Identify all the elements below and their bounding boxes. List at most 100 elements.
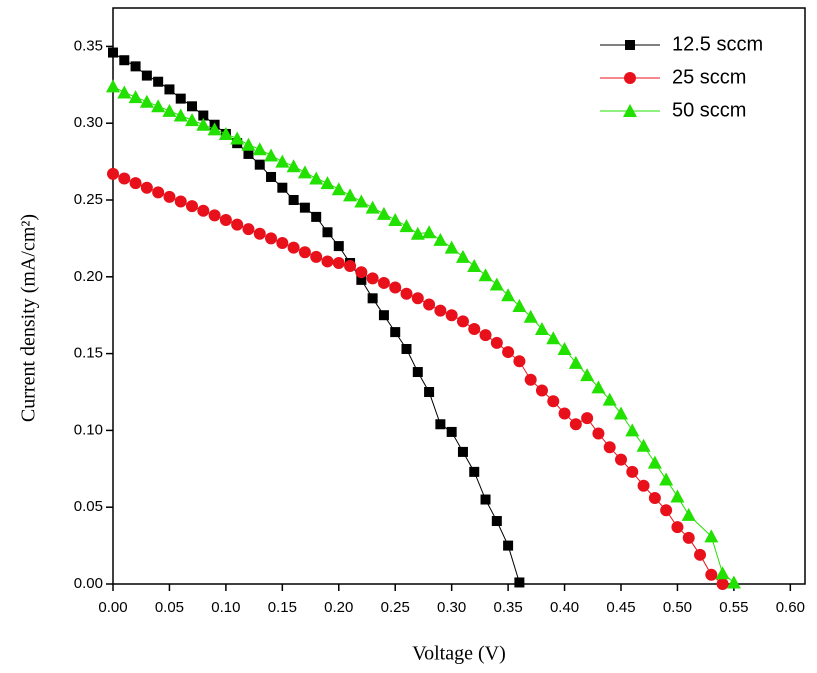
marker	[107, 167, 119, 180]
marker	[446, 426, 457, 437]
marker	[534, 322, 549, 336]
y-tick-label: 0.05	[74, 498, 103, 515]
marker	[231, 218, 244, 231]
x-tick-label: 0.10	[211, 599, 240, 616]
marker	[435, 419, 446, 430]
x-tick-label: 0.30	[437, 599, 466, 616]
marker	[433, 232, 448, 246]
marker	[130, 61, 141, 72]
marker	[152, 186, 165, 199]
marker	[286, 159, 301, 173]
marker	[275, 154, 290, 168]
marker	[558, 407, 571, 420]
y-tick-label: 0.10	[74, 421, 103, 438]
marker	[175, 93, 186, 104]
marker	[265, 232, 278, 245]
marker	[535, 384, 548, 397]
marker	[626, 465, 639, 478]
marker	[128, 90, 143, 104]
marker	[670, 489, 685, 503]
marker	[207, 122, 222, 136]
marker	[467, 259, 482, 273]
marker	[252, 142, 267, 156]
marker	[514, 577, 525, 588]
marker	[186, 200, 199, 213]
marker	[625, 423, 640, 437]
marker	[660, 504, 673, 517]
marker	[411, 292, 424, 305]
marker	[694, 548, 707, 561]
marker	[376, 206, 391, 220]
marker	[513, 355, 526, 368]
marker	[197, 204, 210, 217]
marker	[456, 315, 469, 328]
x-tick-label: 0.45	[606, 599, 635, 616]
marker	[118, 172, 131, 185]
marker	[623, 104, 637, 117]
marker	[704, 529, 719, 543]
marker	[253, 227, 266, 240]
marker	[164, 84, 175, 95]
marker	[503, 540, 514, 551]
marker	[322, 227, 333, 238]
marker	[613, 406, 628, 420]
marker	[264, 148, 279, 162]
marker	[502, 346, 515, 359]
marker	[399, 219, 414, 233]
marker	[288, 195, 299, 205]
marker	[625, 40, 635, 50]
marker	[705, 568, 718, 581]
marker	[401, 343, 412, 354]
marker	[547, 395, 560, 408]
marker	[366, 272, 379, 285]
marker	[298, 246, 311, 259]
marker	[367, 293, 378, 304]
marker	[489, 277, 504, 291]
marker	[309, 171, 324, 185]
marker	[480, 494, 491, 505]
marker	[218, 126, 233, 140]
y-tick-label: 0.15	[74, 345, 103, 362]
marker	[299, 202, 310, 213]
marker	[457, 446, 468, 457]
marker	[624, 72, 636, 84]
marker	[355, 266, 368, 279]
marker	[647, 455, 662, 469]
marker	[117, 85, 132, 99]
marker	[591, 380, 606, 394]
marker	[389, 281, 402, 294]
x-tick-label: 0.05	[155, 599, 184, 616]
marker	[106, 79, 120, 93]
marker	[320, 176, 335, 190]
marker	[681, 507, 696, 521]
marker	[422, 225, 437, 239]
marker	[108, 47, 118, 58]
marker	[444, 240, 459, 254]
x-tick-label: 0.40	[550, 599, 579, 616]
x-tick-label: 0.60	[776, 599, 805, 616]
x-tick-label: 0.25	[381, 599, 410, 616]
marker	[242, 223, 255, 236]
marker	[715, 566, 730, 580]
marker	[196, 117, 211, 131]
y-tick-label: 0.20	[74, 268, 103, 285]
marker	[726, 575, 741, 589]
marker	[151, 99, 166, 113]
marker	[390, 327, 401, 338]
marker	[491, 516, 502, 527]
marker	[637, 479, 650, 492]
marker	[230, 131, 245, 145]
marker	[356, 274, 367, 285]
marker	[276, 237, 289, 250]
marker	[187, 101, 198, 112]
marker	[659, 472, 674, 486]
marker	[557, 341, 572, 355]
marker	[568, 355, 583, 369]
marker	[671, 521, 684, 534]
marker	[490, 336, 503, 349]
marker	[139, 94, 154, 108]
y-tick-label: 0.35	[74, 37, 103, 54]
marker	[468, 323, 481, 336]
marker	[365, 200, 380, 214]
